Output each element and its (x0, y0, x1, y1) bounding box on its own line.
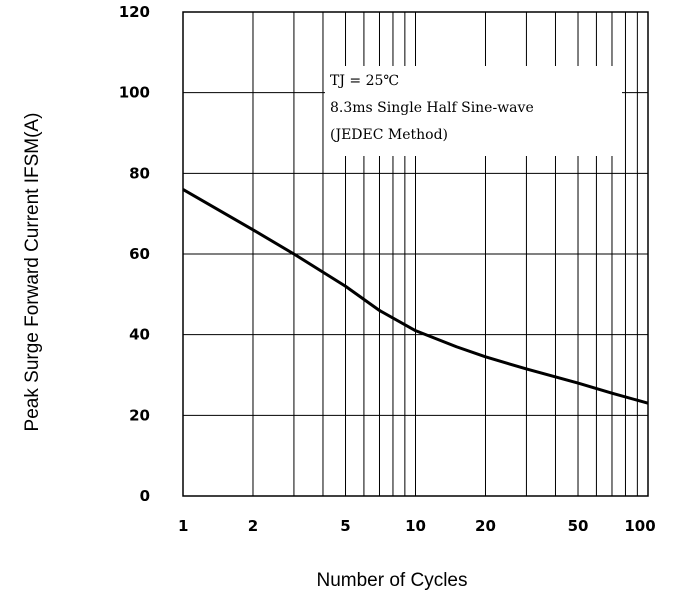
annotation-line: 8.3ms Single Half Sine-wave (330, 100, 534, 116)
x-tick-label: 20 (475, 517, 496, 535)
y-tick-label: 20 (129, 406, 150, 424)
annotation-box (325, 66, 622, 156)
tick-labels: 0 20 40 60 80 100 120 1 2 5 10 20 50 100 (119, 3, 656, 535)
x-tick-label: 1 (178, 517, 188, 535)
x-tick-label: 2 (248, 517, 258, 535)
y-tick-label: 40 (129, 326, 150, 344)
y-tick-label: 80 (129, 164, 150, 182)
annotation-line: (JEDEC Method) (330, 127, 448, 143)
y-tick-label: 0 (140, 487, 150, 505)
y-tick-label: 120 (119, 3, 150, 21)
x-tick-label: 10 (405, 517, 426, 535)
x-axis-title: Number of Cycles (317, 570, 468, 591)
y-tick-label: 60 (129, 245, 150, 263)
plot-frame (182, 11, 649, 497)
y-axis-title: Peak Surge Forward Current IFSM(A) (22, 113, 43, 432)
x-tick-label: 50 (568, 517, 589, 535)
annotation: TJ = 25℃ 8.3ms Single Half Sine-wave (JEDE… (330, 73, 534, 143)
x-tick-label: 100 (624, 517, 655, 535)
x-tick-label: 5 (340, 517, 350, 535)
series-line (182, 188, 649, 405)
y-tick-label: 100 (119, 84, 150, 102)
annotation-line: TJ = 25℃ (330, 73, 399, 89)
data-series (182, 188, 649, 405)
